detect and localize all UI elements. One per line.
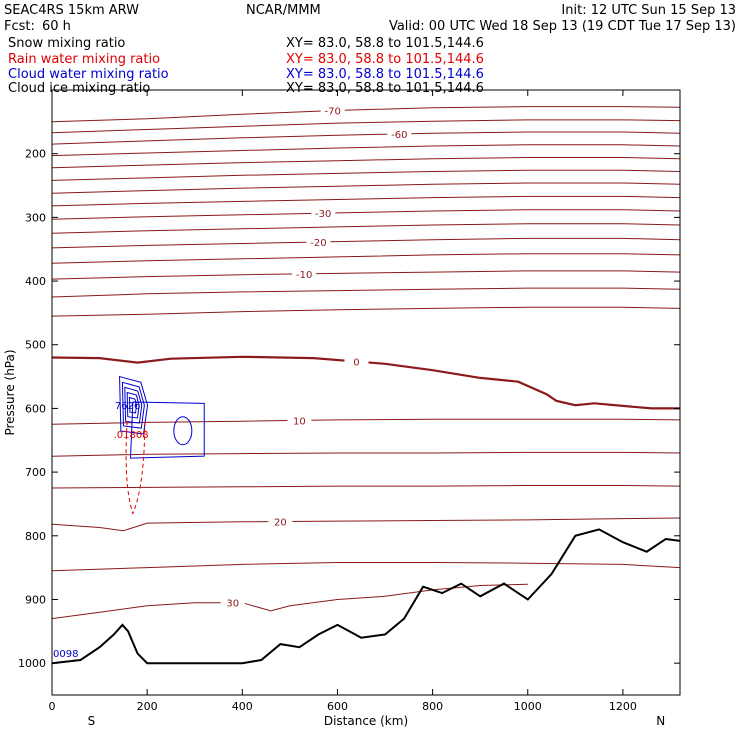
- temperature-contour-21: [52, 583, 528, 620]
- x-end-label-north: N: [656, 714, 665, 728]
- temperature-contour-label-12: -10: [296, 270, 312, 281]
- temperature-contour-label-19: 20: [274, 518, 287, 529]
- temperature-contour-18: [52, 485, 680, 489]
- temperature-contour-10: [52, 237, 680, 249]
- temperature-contour-3: [52, 144, 680, 157]
- temperature-label-bg-21: [220, 596, 245, 609]
- temperature-contour-13: [52, 287, 680, 298]
- cloud-water-max-label: 7626: [115, 401, 140, 412]
- legend-rain-label: Rain water mixing ratio: [8, 52, 160, 67]
- temperature-contour-11: [52, 253, 680, 264]
- temperature-contour-5: [52, 169, 680, 181]
- temperature-contour-16: [52, 418, 680, 425]
- temperature-contour-2: [52, 131, 680, 145]
- y-tick-label-1: 300: [25, 211, 46, 224]
- y-tick-label-3: 500: [25, 339, 46, 352]
- temperature-contours: -70 -60 -30 -20 -10 0 10 20 30: [52, 104, 680, 620]
- cloud-water-cell: [173, 416, 193, 446]
- temperature-contour-6: [52, 182, 680, 194]
- x-tick-label-1: 200: [137, 700, 158, 713]
- temperature-contour-17: [52, 451, 680, 457]
- forecast-hours: 60 h: [42, 19, 71, 34]
- x-tick-label-2: 400: [232, 700, 253, 713]
- temperature-label-bg-2: [387, 127, 412, 140]
- cloud-water-contour-2: [124, 386, 143, 424]
- rain-water-contour: [125, 421, 146, 515]
- temperature-contour-4: [52, 157, 680, 169]
- valid-time: Valid: 00 UTC Wed 18 Sep 13 (19 CDT Tue …: [389, 19, 736, 34]
- legend-snow-xy: XY= 83.0, 58.8 to 101.5,144.6: [286, 36, 484, 51]
- legend-cloud-label: Cloud water mixing ratio: [8, 67, 169, 82]
- temperature-contour-label-2: -60: [391, 130, 407, 141]
- temperature-contour-label-0: -70: [325, 107, 341, 118]
- terrain-line: [51, 528, 681, 665]
- temperature-label-bg-19: [268, 515, 293, 528]
- y-tick-label-4: 600: [25, 402, 46, 415]
- x-tick-label-3: 600: [327, 700, 348, 713]
- x-tick-label-5: 1000: [514, 700, 542, 713]
- cloud-water-contours: 7626: [115, 375, 205, 459]
- axes: 0 200 400 600 800 1000 12002003004005006007008…: [18, 90, 680, 713]
- y-tick-label-5: 700: [25, 466, 46, 479]
- temperature-label-bg-15: [344, 355, 369, 368]
- legend-ice-xy: XY= 83.0, 58.8 to 101.5,144.6: [286, 81, 484, 96]
- plot-frame: [51, 89, 681, 696]
- center-label: NCAR/MMM: [246, 3, 321, 18]
- temperature-label-bg-8: [311, 207, 336, 220]
- legend: Snow mixing ratio XY= 83.0, 58.8 to 101.…: [8, 36, 484, 96]
- temperature-contour-0: [52, 106, 680, 123]
- bottom-left-label: 0098: [53, 649, 78, 660]
- temperature-contour-15: [52, 355, 680, 410]
- temperature-contour-9: [52, 223, 680, 234]
- cloud-water-outer: [129, 401, 205, 459]
- y-axis-label: Pressure (hPa): [3, 349, 17, 435]
- legend-cloud-xy: XY= 83.0, 58.8 to 101.5,144.6: [286, 67, 484, 82]
- model-title: SEAC4RS 15km ARW: [4, 3, 139, 18]
- y-tick-label-7: 900: [25, 593, 46, 606]
- temperature-contour-label-10: -20: [310, 238, 326, 249]
- legend-snow-label: Snow mixing ratio: [8, 36, 125, 51]
- terrain: 0098: [51, 528, 681, 665]
- x-axis-label: Distance (km): [324, 714, 408, 728]
- y-tick-label-2: 400: [25, 275, 46, 288]
- init-time: Init: 12 UTC Sun 15 Sep 13: [561, 3, 736, 18]
- temperature-contour-1: [52, 119, 680, 134]
- legend-ice-label: Cloud ice mixing ratio: [8, 81, 150, 96]
- temperature-contour-7: [52, 195, 680, 207]
- temperature-contour-20: [52, 562, 680, 572]
- temperature-contour-label-21: 30: [226, 599, 239, 610]
- temperature-label-bg-0: [320, 104, 345, 117]
- x-tick-label-6: 1200: [609, 700, 637, 713]
- temperature-label-bg-12: [292, 267, 317, 280]
- x-tick-label-0: 0: [49, 700, 56, 713]
- legend-rain-xy: XY= 83.0, 58.8 to 101.5,144.6: [286, 52, 484, 67]
- y-tick-label-8: 1000: [18, 657, 46, 670]
- cloud-water-contour-3: [126, 391, 140, 419]
- rain-water-contours: .01808: [114, 421, 149, 515]
- x-end-label-south: S: [88, 714, 96, 728]
- cloud-water-contour-1: [121, 381, 145, 429]
- temperature-contour-label-15: 0: [353, 358, 359, 369]
- cloud-water-contour-4: [129, 396, 138, 414]
- y-tick-label-6: 800: [25, 530, 46, 543]
- rain-water-max-label: .01808: [114, 430, 149, 441]
- temperature-contour-label-8: -30: [315, 209, 331, 220]
- forecast-label: Fcst:: [4, 19, 35, 34]
- y-tick-label-0: 200: [25, 148, 46, 161]
- temperature-contour-8: [52, 209, 680, 220]
- x-tick-label-4: 800: [422, 700, 443, 713]
- temperature-contour-14: [52, 306, 680, 317]
- temperature-contour-12: [52, 270, 680, 280]
- cloud-water-contour-0: [119, 375, 149, 435]
- temperature-label-bg-10: [306, 235, 331, 248]
- temperature-label-bg-16: [287, 414, 312, 427]
- temperature-contour-label-16: 10: [293, 416, 306, 427]
